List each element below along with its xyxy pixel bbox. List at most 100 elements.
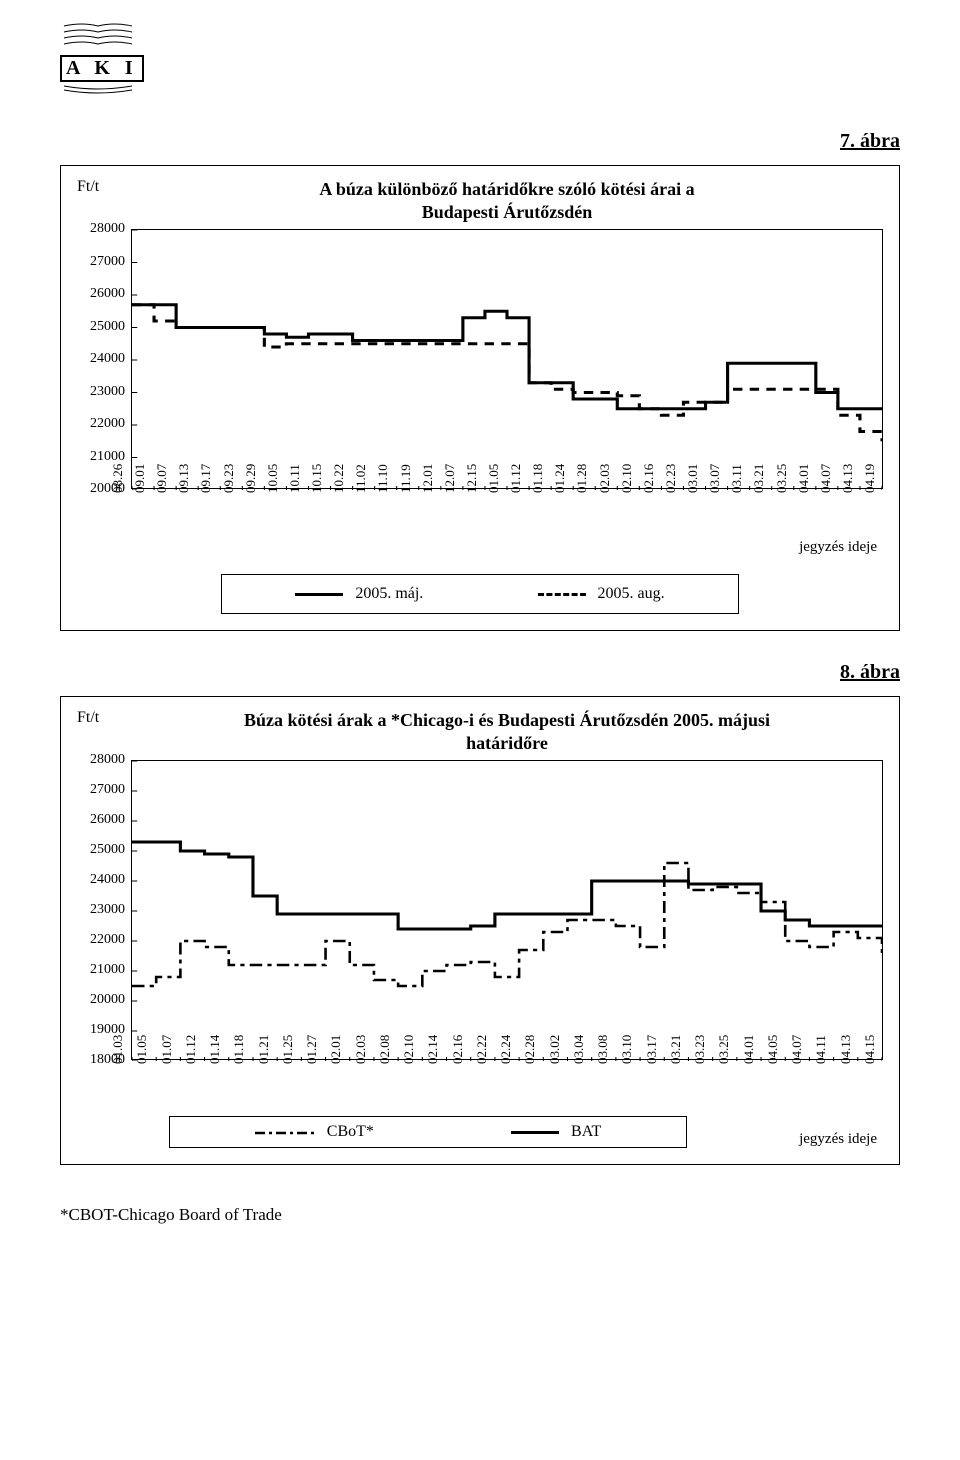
ytick: 27000 <box>90 782 125 798</box>
xtick: 03.10 <box>619 1035 635 1064</box>
xtick: 09.23 <box>221 464 237 493</box>
xtick: 02.03 <box>597 464 613 493</box>
figure1-plot <box>131 229 883 489</box>
xtick: 03.21 <box>668 1035 684 1064</box>
xtick: 10.05 <box>265 464 281 493</box>
figure2-title: Búza kötési árak a *Chicago-i és Budapes… <box>131 709 883 754</box>
xtick: 03.11 <box>729 464 745 493</box>
xtick: 10.15 <box>309 464 325 493</box>
figure1-title-line2: Budapesti Árutőzsdén <box>422 202 593 222</box>
figure1-label: 7. ábra <box>60 130 900 153</box>
logo-text: A K I <box>62 57 142 79</box>
xtick: 04.15 <box>862 1035 878 1064</box>
xtick: 01.28 <box>574 464 590 493</box>
xtick: 12.15 <box>464 464 480 493</box>
xtick: 02.08 <box>377 1035 393 1064</box>
xtick: 04.13 <box>840 464 856 493</box>
figure1-yaxis: 2000021000220002300024000250002600027000… <box>77 229 131 489</box>
xtick: 01.12 <box>183 1035 199 1064</box>
ytick: 23000 <box>90 384 125 400</box>
xtick: 02.10 <box>619 464 635 493</box>
xtick: 04.11 <box>813 1035 829 1064</box>
xtick: 04.05 <box>765 1035 781 1064</box>
ytick: 20000 <box>90 992 125 1008</box>
series-maj <box>132 305 882 409</box>
xtick: 01.18 <box>530 464 546 493</box>
xtick: 10.11 <box>287 464 303 493</box>
logo-book-icon <box>60 20 136 50</box>
ytick: 25000 <box>90 842 125 858</box>
ytick: 28000 <box>90 221 125 237</box>
series-bat <box>132 842 882 929</box>
xtick: 01.18 <box>231 1035 247 1064</box>
figure2-label: 8. ábra <box>60 661 900 684</box>
series-aug <box>132 305 882 442</box>
solid-line-icon <box>295 593 343 596</box>
xtick: 04.01 <box>796 464 812 493</box>
xtick: 03.21 <box>751 464 767 493</box>
xtick: 11.10 <box>375 464 391 493</box>
figure1-legend: 2005. máj. 2005. aug. <box>221 574 739 614</box>
figure1-title-line1: A búza különböző határidőkre szóló kötés… <box>319 179 694 199</box>
xtick: 03.25 <box>774 464 790 493</box>
xtick: 08.26 <box>110 464 126 493</box>
xtick: 03.02 <box>547 1035 563 1064</box>
xtick: 09.01 <box>132 464 148 493</box>
xtick: 03.23 <box>692 1035 708 1064</box>
ytick: 27000 <box>90 254 125 270</box>
xtick: 03.25 <box>716 1035 732 1064</box>
xtick: 02.16 <box>641 464 657 493</box>
xtick: 01.25 <box>280 1035 296 1064</box>
ytick: 24000 <box>90 351 125 367</box>
figure2-legend-cbot: CBoT* <box>255 1123 374 1141</box>
figure2-title-line1: Búza kötési árak a *Chicago-i és Budapes… <box>244 710 770 730</box>
xtick: 01.07 <box>159 1035 175 1064</box>
xtick: 02.01 <box>328 1035 344 1064</box>
xtick: 02.14 <box>425 1035 441 1064</box>
xtick: 02.24 <box>498 1035 514 1064</box>
xtick: 01.14 <box>207 1035 223 1064</box>
xtick: 03.08 <box>595 1035 611 1064</box>
ytick: 23000 <box>90 902 125 918</box>
ytick: 22000 <box>90 416 125 432</box>
ytick: 21000 <box>90 962 125 978</box>
xtick: 01.27 <box>304 1035 320 1064</box>
ytick: 26000 <box>90 812 125 828</box>
figure2-y-unit: Ft/t <box>77 709 131 727</box>
figure2-title-line2: határidőre <box>466 733 548 753</box>
xtick: 01.03 <box>110 1035 126 1064</box>
xtick: 03.01 <box>685 464 701 493</box>
solid-line-icon <box>511 1131 559 1134</box>
figure2-xaxis: 01.0301.0501.0701.1201.1401.1801.2101.25… <box>131 1060 883 1108</box>
figure2-frame: Ft/t Búza kötési árak a *Chicago-i és Bu… <box>60 696 900 1165</box>
figure2-legend-cbot-label: CBoT* <box>327 1123 374 1141</box>
figure2-plot <box>131 760 883 1060</box>
xtick: 09.07 <box>154 464 170 493</box>
xtick: 10.22 <box>331 464 347 493</box>
xtick: 01.24 <box>552 464 568 493</box>
figure1-frame: Ft/t A búza különböző határidőkre szóló … <box>60 165 900 631</box>
ytick: 28000 <box>90 752 125 768</box>
figure1-axis-label: jegyzés ideje <box>77 539 877 556</box>
figure1-y-unit: Ft/t <box>77 178 131 196</box>
dash-line-icon <box>538 593 586 596</box>
xtick: 02.28 <box>522 1035 538 1064</box>
figure2-legend: CBoT* BAT <box>169 1116 687 1148</box>
xtick: 03.17 <box>644 1035 660 1064</box>
xtick: 04.13 <box>838 1035 854 1064</box>
footnote: *CBOT-Chicago Board of Trade <box>60 1205 900 1225</box>
figure1-xaxis: 08.2609.0109.0709.1309.1709.2309.2910.05… <box>131 489 883 537</box>
xtick: 02.23 <box>663 464 679 493</box>
xtick: 04.07 <box>818 464 834 493</box>
figure1-legend-maj-label: 2005. máj. <box>355 585 423 603</box>
xtick: 09.29 <box>243 464 259 493</box>
figure2-yaxis: 1800019000200002100022000230002400025000… <box>77 760 131 1060</box>
xtick: 01.05 <box>134 1035 150 1064</box>
xtick: 01.21 <box>256 1035 272 1064</box>
logo-book-bottom-icon <box>60 83 136 95</box>
figure1-legend-maj: 2005. máj. <box>295 585 423 603</box>
figure2-legend-bat-label: BAT <box>571 1123 601 1141</box>
xtick: 02.16 <box>450 1035 466 1064</box>
ytick: 26000 <box>90 286 125 302</box>
xtick: 11.02 <box>353 464 369 493</box>
